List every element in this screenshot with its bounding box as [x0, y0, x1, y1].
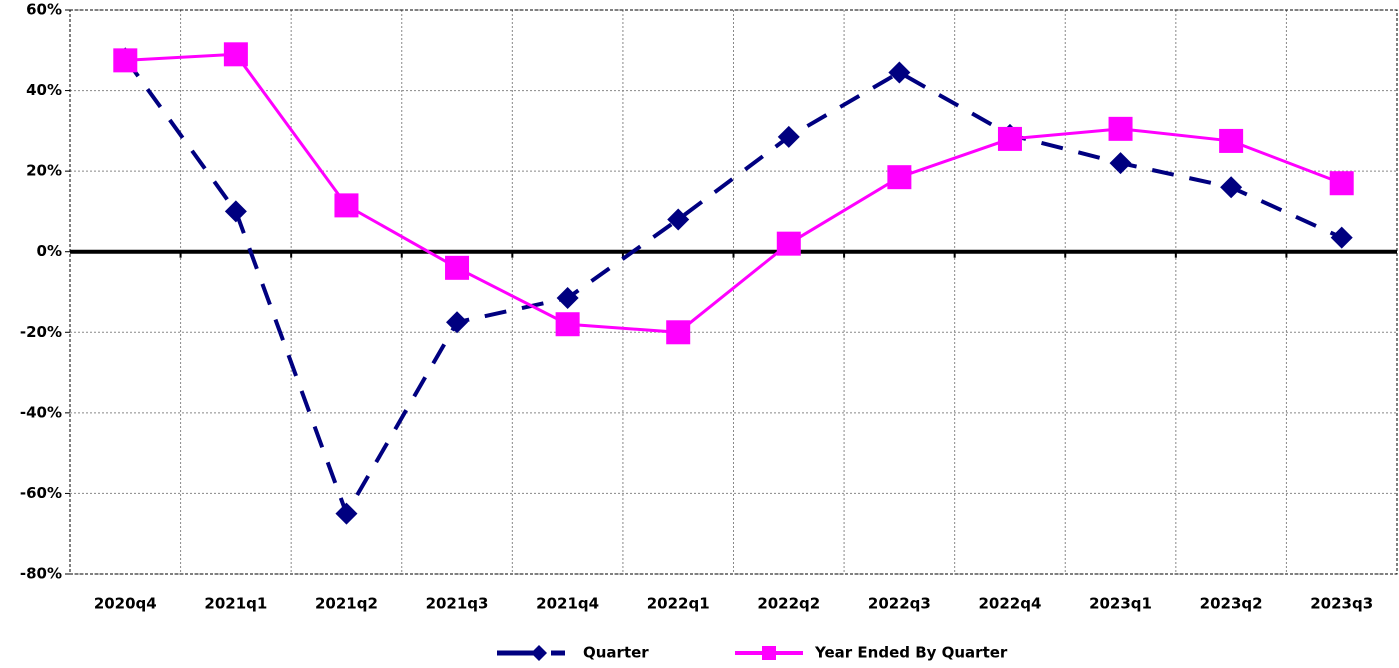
x-tick-label: 2021q2 [315, 595, 378, 613]
x-tick-label: 2022q2 [757, 595, 820, 613]
marker [223, 42, 248, 67]
legend-label: Quarter [583, 644, 649, 662]
marker [887, 165, 912, 190]
series-line [125, 52, 1343, 334]
marker [777, 125, 800, 148]
x-tick-label: 2023q3 [1310, 595, 1373, 613]
marker [531, 645, 547, 661]
x-tick-label: 2021q3 [426, 595, 489, 613]
x-tick-label: 2020q4 [94, 595, 157, 613]
series-line [123, 57, 1343, 519]
plot-border [69, 9, 1398, 575]
y-tick-label: -80% [20, 565, 62, 583]
x-tick-label: 2022q1 [647, 595, 710, 613]
x-tick-label: 2023q1 [1089, 595, 1152, 613]
y-tick-label: 0% [37, 242, 62, 260]
marker [445, 255, 470, 280]
marker [762, 646, 776, 660]
marker [1219, 128, 1244, 153]
marker [1220, 176, 1243, 199]
marker [446, 311, 469, 334]
y-tick-label: 20% [26, 162, 62, 180]
marker [556, 287, 579, 310]
y-tick-label: -20% [20, 323, 62, 341]
y-tick-label: -60% [20, 484, 62, 502]
marker [666, 320, 691, 345]
legend-label: Year Ended By Quarter [814, 644, 1008, 662]
marker [555, 312, 580, 337]
x-tick-label: 2022q3 [868, 595, 931, 613]
x-tick-label: 2023q2 [1200, 595, 1263, 613]
marker [113, 48, 138, 73]
marker [335, 502, 358, 525]
marker [1109, 152, 1132, 175]
x-tick-label: 2021q4 [536, 595, 599, 613]
marker [1330, 226, 1353, 249]
y-tick-label: -40% [20, 403, 62, 421]
marker [997, 126, 1022, 151]
y-tick-label: 60% [26, 1, 62, 19]
marker [1108, 116, 1133, 141]
x-tick-label: 2022q4 [978, 595, 1041, 613]
marker [667, 208, 690, 231]
marker [224, 200, 247, 223]
marker [334, 193, 359, 218]
marker [1329, 171, 1354, 196]
marker [888, 61, 911, 84]
marker [776, 231, 801, 256]
x-tick-label: 2021q1 [204, 595, 267, 613]
y-tick-label: 40% [26, 81, 62, 99]
